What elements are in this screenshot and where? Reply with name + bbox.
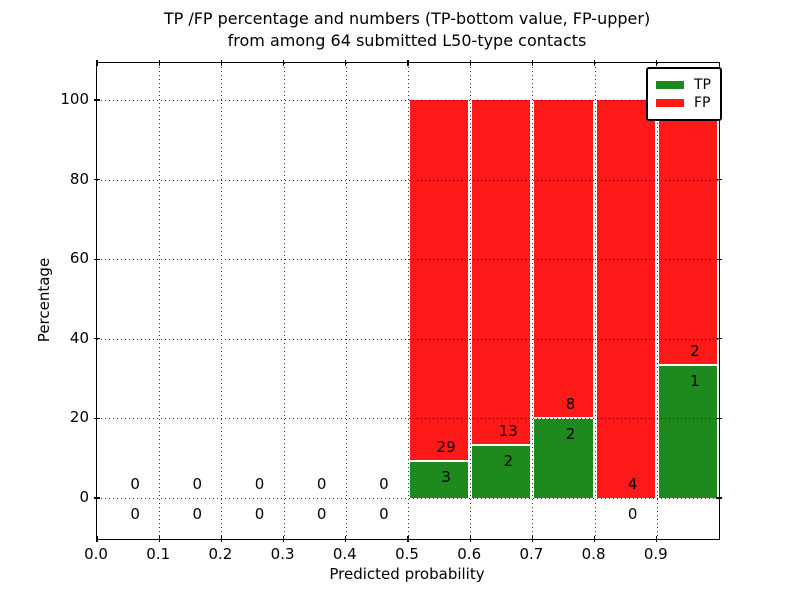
tp-bar-segment — [658, 365, 717, 498]
y-axis-tick — [94, 338, 100, 340]
plot-area: 0 0 0 0 0 0 0 0 0 0 29 3 13 2 8 2 4 0 2 1 — [94, 60, 722, 542]
x-axis-tick — [345, 536, 347, 542]
gridline-vertical — [221, 63, 223, 539]
gridline-vertical — [283, 63, 285, 539]
y-axis-tick-right — [716, 497, 722, 499]
tp-count-label: 1 — [690, 372, 700, 391]
tp-count-label: 0 — [130, 505, 140, 523]
x-axis-tick — [593, 536, 596, 542]
y-axis-tick — [94, 497, 100, 499]
tp-count-label: 0 — [379, 505, 389, 523]
bar-segment-separator — [472, 443, 531, 446]
y-tick-label: 20 — [69, 408, 89, 427]
gridline-vertical — [345, 63, 347, 539]
gridline-vertical — [470, 63, 472, 539]
tp-legend-label: TP — [694, 77, 711, 93]
y-axis-tick — [94, 258, 100, 260]
gridline-vertical — [532, 63, 534, 539]
fp-count-label: 0 — [130, 475, 140, 493]
fp-count-label: 4 — [627, 475, 638, 493]
fp-count-label: 13 — [498, 421, 518, 440]
bar-segment-separator — [658, 364, 717, 367]
fp-bar-segment — [472, 100, 531, 445]
y-axis-tick-right — [716, 178, 722, 181]
x-tick-label: 0.2 — [208, 545, 233, 563]
fp-count-label: 0 — [316, 475, 327, 493]
fp-count-label: 0 — [379, 475, 389, 493]
tp-count-label: 0 — [192, 505, 203, 523]
y-axis-tick-right — [716, 417, 722, 420]
x-axis-tick — [220, 536, 223, 542]
chart-title-line2: from among 64 submitted L50-type contact… — [227, 31, 587, 50]
legend-row-tp: TP — [656, 77, 711, 93]
y-tick-label: 100 — [60, 90, 89, 108]
gridline-vertical — [594, 63, 596, 539]
x-tick-label: 0.6 — [457, 545, 482, 563]
x-tick-label: 0.1 — [146, 545, 171, 563]
y-axis-tick-right — [716, 338, 722, 340]
tp-bar-segment — [534, 418, 593, 498]
x-axis-tick-top — [656, 60, 658, 66]
x-axis-tick-top — [593, 60, 596, 66]
tp-bar-segment — [472, 444, 531, 498]
x-axis-tick-top — [407, 60, 409, 66]
x-axis-tick — [656, 536, 658, 542]
x-axis-tick — [158, 536, 160, 542]
y-tick-label: 60 — [69, 249, 89, 268]
tp-count-label: 3 — [441, 467, 451, 486]
gridline-vertical — [408, 63, 409, 539]
bar-segment-separator — [410, 459, 469, 462]
tp-legend-swatch — [656, 81, 684, 89]
fp-legend-swatch — [656, 99, 684, 107]
fp-bar-segment — [410, 100, 469, 461]
tp-count-label: 2 — [565, 425, 576, 444]
x-axis-tick-top — [531, 60, 534, 66]
x-axis-label: Predicted probability — [329, 565, 485, 583]
x-tick-label: 0.4 — [332, 545, 357, 563]
x-tick-label: 0.3 — [270, 545, 295, 563]
x-tick-label: 0.5 — [395, 545, 419, 563]
x-axis-tick-top — [96, 60, 98, 66]
fp-bar-segment — [596, 100, 655, 498]
x-tick-label: 0.0 — [84, 545, 108, 563]
y-tick-label: 80 — [69, 169, 89, 188]
fp-count-label: 8 — [565, 395, 576, 414]
fp-count-label: 0 — [254, 475, 265, 493]
x-axis-tick-top — [345, 60, 347, 66]
fp-legend-label: FP — [694, 95, 711, 111]
x-axis-tick — [282, 536, 285, 542]
x-axis-tick — [407, 536, 409, 542]
x-axis-tick — [96, 536, 98, 542]
y-axis-tick-right — [716, 258, 722, 260]
fp-count-label: 2 — [690, 342, 700, 361]
legend: TP FP — [646, 67, 722, 121]
x-axis-tick-top — [282, 60, 285, 66]
x-tick-label: 0.7 — [519, 545, 544, 563]
tp-bar-segment — [410, 460, 469, 498]
gridline-vertical — [159, 63, 161, 539]
fp-bar-segment — [658, 100, 717, 366]
tp-count-label: 0 — [254, 505, 265, 523]
x-axis-tick-top — [469, 60, 471, 66]
legend-row-fp: FP — [656, 95, 711, 111]
x-axis-tick — [531, 536, 534, 542]
x-axis-tick-top — [220, 60, 223, 66]
tp-count-label: 0 — [627, 505, 638, 523]
x-axis-tick — [469, 536, 471, 542]
y-tick-label: 40 — [69, 328, 89, 347]
chart-title-line1: TP /FP percentage and numbers (TP-bottom… — [163, 9, 651, 28]
fp-count-label: 0 — [192, 475, 203, 493]
x-tick-label: 0.8 — [581, 545, 606, 563]
y-axis-tick — [94, 99, 100, 101]
x-axis-tick-top — [158, 60, 160, 66]
gridline-vertical — [656, 63, 658, 539]
y-axis-tick — [94, 417, 100, 420]
y-axis-tick — [94, 178, 100, 181]
fp-count-label: 29 — [436, 437, 456, 456]
x-tick-label: 0.9 — [643, 545, 668, 563]
tp-count-label: 0 — [316, 505, 327, 523]
tp-count-label: 2 — [503, 451, 514, 470]
y-tick-label: 0 — [79, 488, 89, 506]
